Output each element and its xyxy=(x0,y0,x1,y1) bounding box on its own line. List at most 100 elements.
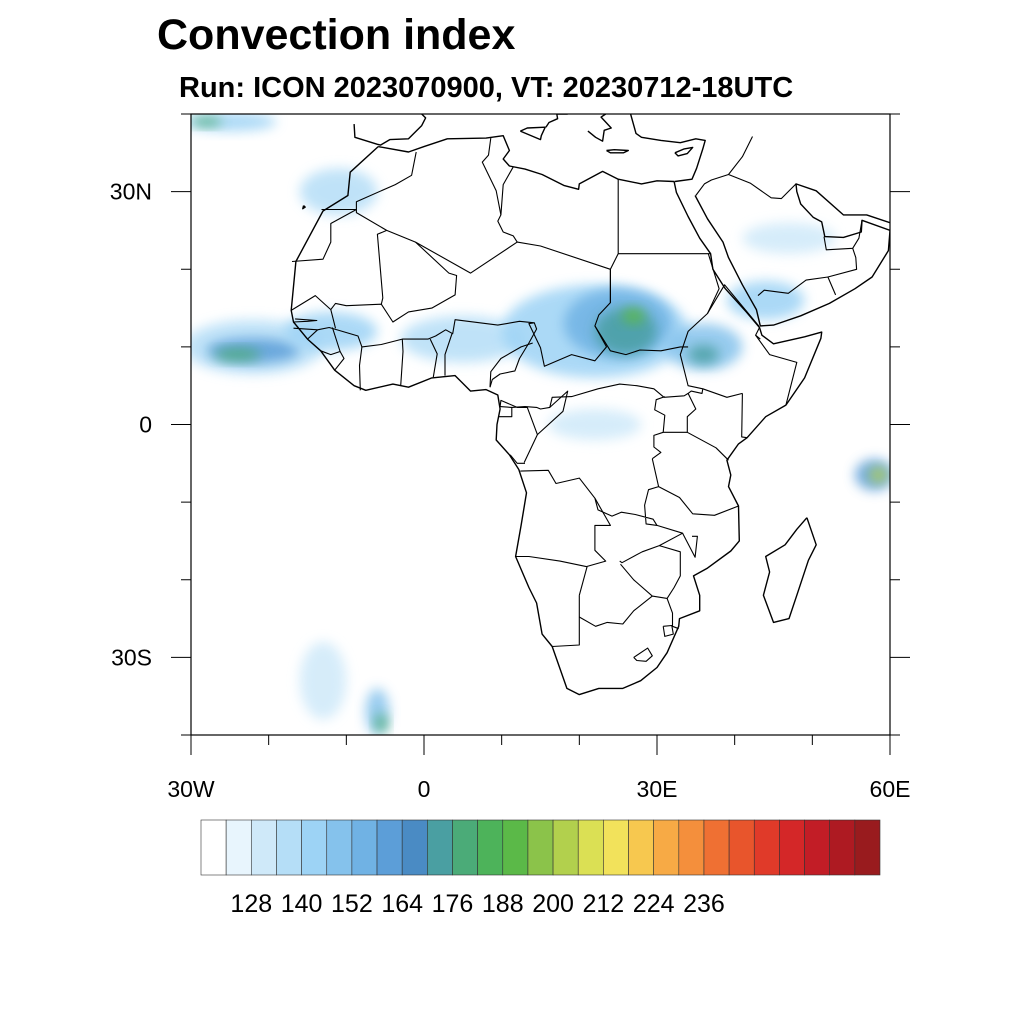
country-border-22 xyxy=(515,497,611,568)
country-border-19 xyxy=(654,396,666,433)
country-border-37 xyxy=(293,318,318,323)
country-border-49 xyxy=(757,276,837,297)
convection-cell-14 xyxy=(191,117,223,127)
country-border-34 xyxy=(320,327,341,356)
country-border-17 xyxy=(686,393,729,461)
country-border-42 xyxy=(578,566,588,596)
colorbar-label: 164 xyxy=(381,890,423,918)
country-border-5 xyxy=(481,138,518,243)
country-border-27 xyxy=(489,322,538,388)
map-subtitle: Run: ICON 2023070900, VT: 20230712-18UTC xyxy=(179,72,794,104)
colorbar-label: 176 xyxy=(432,890,474,918)
country-border-45 xyxy=(633,647,653,662)
colorbar-swatch xyxy=(628,819,654,876)
colorbar-swatch xyxy=(603,819,629,876)
colorbar-swatch xyxy=(829,819,856,876)
colorbar-label: 152 xyxy=(331,890,373,918)
colorbar-swatch xyxy=(779,819,805,876)
colorbar-swatch xyxy=(301,819,328,876)
colorbar-label: 200 xyxy=(532,890,574,918)
convection-cell-2 xyxy=(214,348,261,361)
colorbar-swatch xyxy=(653,819,680,876)
colorbar: 128 140 152 164 176 188 200 212 224 236 xyxy=(200,819,881,918)
country-border-35 xyxy=(307,329,318,340)
colorbar-swatch xyxy=(502,819,529,876)
coastline-cyprus xyxy=(674,146,694,157)
convection-cell-16 xyxy=(869,467,888,483)
coastline-arabia xyxy=(694,183,890,327)
colorbar-swatch xyxy=(477,819,504,876)
colorbar-swatch xyxy=(552,819,579,876)
country-border-29 xyxy=(429,338,438,378)
colorbar-swatch xyxy=(577,819,604,876)
country-border-26 xyxy=(537,390,569,436)
colorbar-swatch xyxy=(376,819,403,876)
country-borders-layer xyxy=(290,136,863,662)
country-border-16 xyxy=(702,388,743,398)
colorbar-swatch xyxy=(527,819,554,876)
country-border-15 xyxy=(741,393,748,439)
country-border-11 xyxy=(594,325,689,356)
axis-ticks xyxy=(171,113,910,755)
coastline-layer xyxy=(290,114,890,696)
country-border-14 xyxy=(755,334,798,406)
map-title: Convection index xyxy=(157,11,516,59)
colorbar-swatch xyxy=(703,819,730,876)
convection-field-layer xyxy=(191,114,890,735)
colorbar-label: 128 xyxy=(230,890,272,918)
country-border-10 xyxy=(500,253,720,410)
colorbar-swatch xyxy=(200,819,227,876)
convection-cell-12 xyxy=(299,168,378,215)
country-border-44 xyxy=(666,598,679,630)
coastline-europe_s xyxy=(353,114,427,146)
country-border-39 xyxy=(682,532,698,558)
country-border-21 xyxy=(520,469,659,526)
country-border-1 xyxy=(291,209,357,263)
colorbar-label: 212 xyxy=(583,890,625,918)
colorbar-label: 236 xyxy=(683,890,725,918)
country-border-4 xyxy=(355,151,417,210)
colorbar-swatch xyxy=(427,819,453,876)
lat-label: 30S xyxy=(111,644,152,670)
lat-label: 30N xyxy=(110,179,152,205)
country-border-33 xyxy=(334,351,345,371)
colorbar-swatch xyxy=(276,819,302,876)
colorbar-swatch xyxy=(326,819,353,876)
country-border-47 xyxy=(695,173,797,200)
lon-label: 60E xyxy=(870,776,911,802)
country-border-12 xyxy=(707,284,760,327)
map-frame xyxy=(190,113,891,736)
country-border-48 xyxy=(728,136,753,175)
coastline-crete xyxy=(606,148,629,154)
axis-labels: 30N 0 30S 30W 0 30E 60E xyxy=(110,179,911,802)
country-border-24 xyxy=(499,399,538,463)
colorbar-swatch xyxy=(753,819,780,876)
colorbar-label: 224 xyxy=(633,890,675,918)
convection-cell-19 xyxy=(375,714,388,733)
coastline-italy_s xyxy=(545,114,568,128)
country-border-51 xyxy=(827,248,858,278)
colorbar-swatch xyxy=(401,819,428,876)
country-border-25 xyxy=(498,407,513,418)
lon-label: 30E xyxy=(637,776,678,802)
country-border-43 xyxy=(579,595,653,627)
colorbar-swatch xyxy=(728,819,755,876)
convection-cell-3 xyxy=(284,311,378,351)
country-border-32 xyxy=(358,346,363,391)
colorbar-swatch xyxy=(225,819,252,876)
convection-cell-21 xyxy=(548,408,642,441)
country-border-2 xyxy=(376,229,387,305)
colorbar-swatch xyxy=(452,819,478,876)
convection-cell-17 xyxy=(299,641,347,720)
convection-cell-10 xyxy=(688,345,720,364)
lon-label: 30W xyxy=(167,776,215,802)
country-border-36 xyxy=(290,295,337,329)
colorbar-swatch xyxy=(854,819,881,876)
country-border-3 xyxy=(330,241,458,323)
country-border-46 xyxy=(662,624,674,637)
coastline-levant xyxy=(629,114,706,183)
country-border-18 xyxy=(651,431,688,460)
convection-cell-4 xyxy=(400,315,525,363)
colorbar-swatch xyxy=(351,819,378,876)
country-border-6 xyxy=(500,166,514,215)
